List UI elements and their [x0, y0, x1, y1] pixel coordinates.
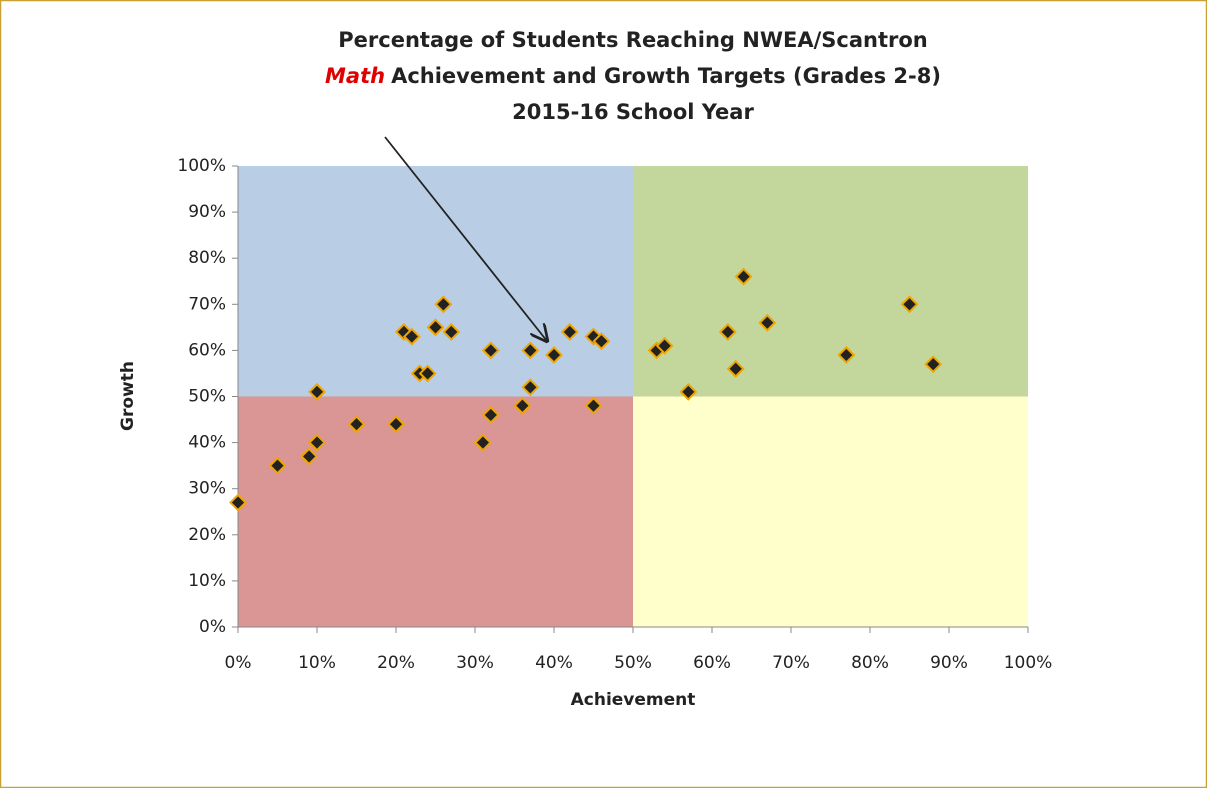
point — [308, 382, 326, 401]
point — [655, 336, 674, 355]
point — [560, 323, 579, 341]
y-tick-label: 90% — [188, 202, 226, 222]
point — [347, 415, 366, 434]
y-tick-label: 30% — [188, 479, 226, 499]
chart-title: Math Achievement and Growth Targets (Grad… — [325, 64, 941, 88]
point — [229, 493, 247, 512]
point — [434, 295, 453, 314]
point — [521, 341, 540, 360]
y-tick-label: 20% — [188, 525, 226, 545]
point — [268, 456, 287, 475]
point — [300, 447, 319, 466]
point — [734, 267, 753, 286]
point — [481, 341, 500, 360]
quadrant — [238, 396, 633, 627]
point — [924, 355, 943, 374]
plot-area: 0% 10% 20% 30% 40% 50% 60% 70% 80% 90% 100% 0% 10% 20… — [177, 156, 1052, 673]
point — [418, 364, 437, 383]
y-tick-label: 100% — [177, 156, 226, 176]
x-tick-label: 20% — [377, 653, 415, 673]
x-tick-label: 90% — [930, 653, 968, 673]
y-tick-label: 70% — [188, 294, 226, 314]
point — [387, 415, 405, 434]
point — [900, 295, 919, 314]
quadrant — [633, 166, 1028, 397]
y-tick-label: 40% — [188, 433, 226, 453]
point — [592, 332, 611, 351]
quadrant — [238, 166, 633, 397]
y-tick-label: 80% — [188, 248, 226, 268]
x-tick-label: 0% — [225, 653, 252, 673]
quadrant — [633, 396, 1028, 627]
x-tick-label: 60% — [693, 653, 731, 673]
point — [426, 318, 445, 337]
x-tick-label: 100% — [1004, 653, 1053, 673]
point — [726, 359, 745, 378]
point — [837, 346, 856, 364]
y-tick-label: 0% — [199, 617, 226, 637]
x-tick-label: 70% — [772, 653, 810, 673]
y-tick-label: 60% — [188, 340, 226, 360]
point — [481, 406, 500, 424]
point — [679, 382, 698, 401]
point — [308, 433, 326, 452]
y-axis-label: Growth — [118, 361, 138, 431]
point — [513, 396, 532, 415]
point — [402, 327, 421, 346]
point — [718, 323, 737, 341]
title-highlight: Math — [325, 64, 385, 88]
point — [545, 346, 563, 364]
points — [229, 267, 943, 512]
chart-title: Percentage of Students Reaching NWEA/Sca… — [338, 28, 927, 52]
annotation-arrow — [384, 136, 547, 341]
chart-title: 2015-16 School Year — [512, 100, 754, 124]
point — [473, 433, 492, 452]
y-tick-label: 50% — [188, 387, 226, 407]
x-tick-label: 10% — [298, 653, 336, 673]
point — [442, 323, 461, 341]
y-tick-label: 10% — [188, 571, 226, 591]
x-tick-label: 30% — [456, 653, 494, 673]
x-tick-label: 50% — [614, 653, 652, 673]
point — [584, 396, 603, 415]
title-line: Achievement and Growth Targets (Grades 2… — [391, 64, 941, 88]
x-tick-label: 40% — [535, 653, 573, 673]
point — [521, 378, 540, 397]
x-tick-label: 80% — [851, 653, 889, 673]
point — [758, 313, 777, 332]
x-axis-label: Achievement — [571, 690, 696, 710]
